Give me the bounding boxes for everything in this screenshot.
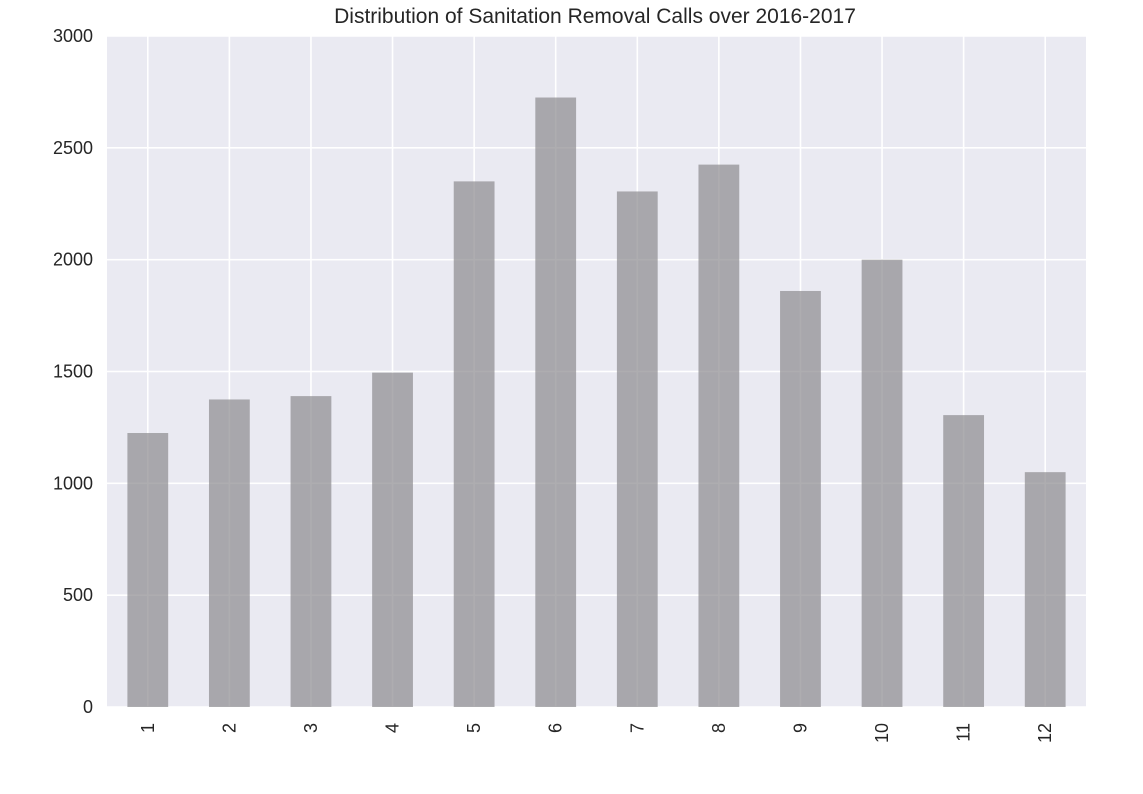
x-tick-label: 8 [709, 723, 729, 733]
bar-11 [943, 415, 985, 707]
x-tick-label: 5 [464, 723, 484, 733]
bar-9 [780, 290, 821, 707]
bar-2 [208, 399, 250, 707]
bar-4 [372, 372, 413, 707]
chart-title: Distribution of Sanitation Removal Calls… [334, 5, 856, 28]
bar-1 [127, 433, 169, 707]
y-axis-tick-labels: 0 500 1000 1500 2000 2500 3000 [53, 26, 93, 717]
y-tick-label: 1000 [53, 473, 93, 493]
x-tick-label: 9 [790, 723, 810, 733]
x-tick-label: 4 [383, 723, 403, 733]
bar-6 [535, 97, 577, 708]
bar-10 [861, 259, 903, 707]
bar-3 [290, 396, 332, 707]
y-tick-label: 0 [83, 697, 93, 717]
x-tick-label: 6 [546, 723, 566, 733]
x-tick-label: 12 [1035, 723, 1055, 743]
bar-12 [1024, 472, 1066, 707]
y-tick-label: 2500 [53, 138, 93, 158]
x-tick-label: 11 [954, 723, 974, 742]
y-tick-label: 1500 [53, 362, 93, 382]
bar-8 [698, 164, 740, 707]
x-tick-label: 3 [301, 723, 321, 733]
x-axis-tick-labels: 1 2 3 4 5 6 7 8 9 10 11 12 [138, 723, 1055, 743]
y-tick-label: 500 [63, 585, 93, 605]
x-tick-label: 1 [138, 723, 158, 733]
x-tick-label: 10 [872, 723, 892, 743]
bars [127, 97, 1066, 708]
y-tick-label: 2000 [53, 250, 93, 270]
x-tick-label: 7 [627, 723, 647, 733]
x-tick-label: 2 [219, 723, 239, 733]
y-tick-label: 3000 [53, 26, 93, 46]
bar-7 [616, 191, 658, 707]
bar-5 [453, 181, 495, 708]
